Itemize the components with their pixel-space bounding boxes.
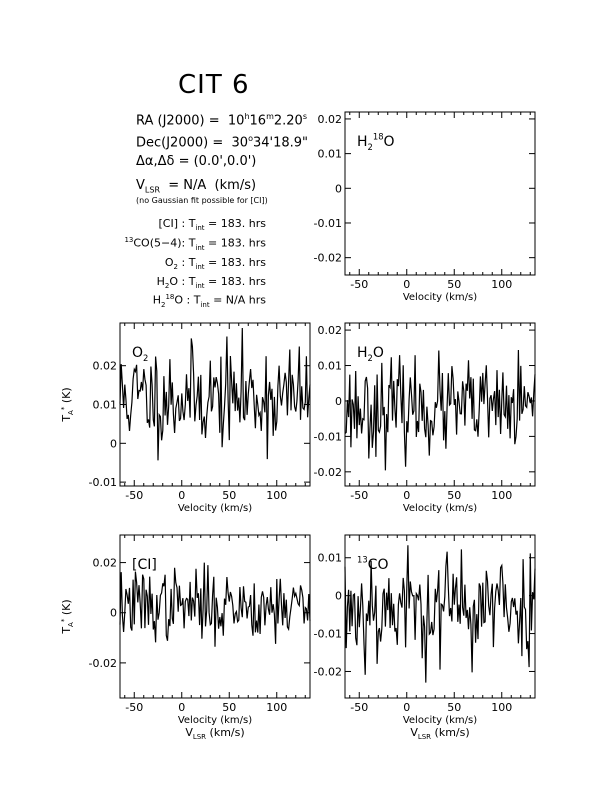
spectrum-line-h2o bbox=[344, 349, 536, 471]
page-title: CIT 6 bbox=[178, 70, 250, 100]
vlsr-line: VLSR = N/A (km/s) bbox=[136, 178, 257, 195]
plot-frame bbox=[344, 534, 536, 699]
spectrum-line-13co bbox=[344, 545, 536, 683]
vlsr-axis-label: VLSR (km/s) bbox=[185, 726, 244, 741]
y-tick-label: 0 bbox=[110, 437, 117, 450]
tint-ci: [CI] : Tint = 183. hrs bbox=[158, 217, 266, 233]
chart-panel-ci: -50 0 50 100 0.02 0 -0.02 Velocity (km/s)VLSR (… bbox=[60, 534, 311, 741]
y-tick-label: 0.02 bbox=[93, 557, 118, 570]
plot-frame bbox=[344, 322, 536, 487]
x-axis-label: Velocity (km/s) bbox=[178, 503, 252, 514]
x-tick-label: 50 bbox=[222, 701, 236, 714]
y-tick-label: 0.01 bbox=[318, 360, 343, 373]
x-axis-label: Velocity (km/s) bbox=[178, 715, 252, 726]
x-tick-label: 0 bbox=[178, 701, 185, 714]
x-tick-label: 50 bbox=[222, 489, 236, 502]
x-axis-label: Velocity (km/s) bbox=[403, 503, 477, 514]
tint-h2o: H2O : Tint = 183. hrs bbox=[156, 275, 266, 291]
panel-label-h218o: H2​18​O bbox=[357, 132, 395, 153]
chart-panel-13co: -50 0 50 100 0.01 0 -0.01 -0.02 Velocity (km/s)V… bbox=[314, 534, 536, 741]
x-tick-label: 0 bbox=[403, 278, 410, 291]
x-tick-label: 100 bbox=[266, 701, 287, 714]
y-tick-label: -0.02 bbox=[314, 665, 342, 678]
y-tick-label: -0.01 bbox=[314, 430, 342, 443]
x-tick-label: 0 bbox=[403, 489, 410, 502]
x-tick-label: 100 bbox=[491, 278, 512, 291]
panel-label-o2: O2​ bbox=[132, 345, 148, 363]
tint-h218o: H218O : Tint = N/A hrs bbox=[152, 293, 266, 309]
y-tick-label: -0.02 bbox=[314, 252, 342, 265]
x-tick-label: 50 bbox=[447, 701, 461, 714]
y-tick-label: 0 bbox=[110, 607, 117, 620]
dec-line: Dec(J2000) = 30o34'18.9" bbox=[136, 134, 309, 151]
chart-panel-h218o: -50 0 50 100 0.02 0.01 0 -0.01 -0.02 Velocity (km… bbox=[314, 111, 536, 303]
spectrum-line-ci bbox=[119, 562, 311, 647]
x-tick-label: -50 bbox=[350, 701, 368, 714]
offset-line: Δα,Δδ = (0.0',0.0') bbox=[136, 154, 257, 169]
y-tick-label: -0.02 bbox=[89, 657, 117, 670]
y-tick-label: 0.02 bbox=[318, 113, 343, 126]
y-tick-label: 0.01 bbox=[318, 148, 343, 161]
x-axis-label: Velocity (km/s) bbox=[403, 715, 477, 726]
tint-13co: 13CO(5−4): Tint = 183. hrs bbox=[124, 236, 266, 252]
panel-label-13co: 13​CO bbox=[357, 555, 388, 573]
gaussian-note: (no Gaussian fit possible for [CI]) bbox=[136, 196, 268, 205]
x-tick-label: 50 bbox=[447, 278, 461, 291]
x-tick-label: -50 bbox=[350, 489, 368, 502]
panel-label-h2o: H2​O bbox=[357, 345, 384, 363]
vlsr-axis-label: VLSR (km/s) bbox=[410, 726, 469, 741]
y-axis-label: TA* (K) bbox=[60, 387, 75, 422]
x-tick-label: 0 bbox=[178, 489, 185, 502]
y-tick-label: -0.01 bbox=[314, 217, 342, 230]
x-tick-label: -50 bbox=[125, 489, 143, 502]
x-tick-label: -50 bbox=[125, 701, 143, 714]
tint-o2: O2 : Tint = 183. hrs bbox=[164, 256, 266, 272]
y-tick-label: 0.01 bbox=[93, 399, 118, 412]
y-tick-label: 0.02 bbox=[93, 360, 118, 373]
y-tick-label: 0.01 bbox=[318, 552, 343, 565]
y-tick-label: -0.01 bbox=[314, 628, 342, 641]
y-tick-label: -0.01 bbox=[89, 476, 117, 489]
y-tick-label: 0 bbox=[335, 182, 342, 195]
panel-label-ci: [CI] bbox=[132, 557, 157, 573]
chart-panel-o2: -50 0 50 100 0.02 0.01 0 -0.01 Velocity (km/s) TA… bbox=[60, 322, 311, 514]
x-tick-label: -50 bbox=[350, 278, 368, 291]
x-axis-label: Velocity (km/s) bbox=[403, 292, 477, 303]
x-tick-label: 100 bbox=[491, 701, 512, 714]
plot-frame bbox=[344, 111, 536, 276]
y-axis-label: TA* (K) bbox=[60, 599, 75, 634]
x-tick-label: 0 bbox=[403, 701, 410, 714]
y-tick-label: 0 bbox=[335, 590, 342, 603]
y-tick-label: 0.02 bbox=[318, 324, 343, 337]
x-tick-label: 50 bbox=[447, 489, 461, 502]
x-tick-label: 100 bbox=[491, 489, 512, 502]
y-tick-label: 0 bbox=[335, 395, 342, 408]
x-tick-label: 100 bbox=[266, 489, 287, 502]
spectrum-line-o2 bbox=[119, 327, 311, 461]
y-tick-label: -0.02 bbox=[314, 466, 342, 479]
chart-panel-h2o: -50 0 50 100 0.02 0.01 0 -0.01 -0.02 Velocity (km… bbox=[314, 322, 536, 514]
ra-line: RA (J2000) = 10h16m2.20s bbox=[136, 112, 307, 129]
